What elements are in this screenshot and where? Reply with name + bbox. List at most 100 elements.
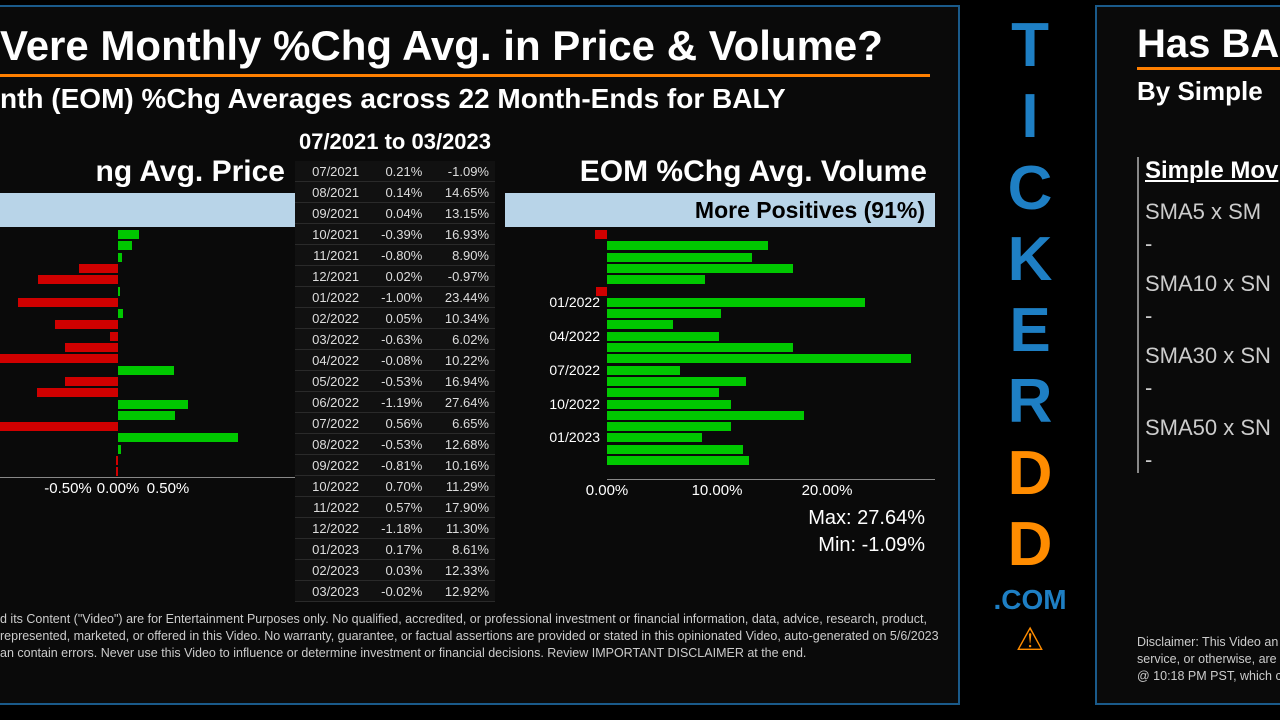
volume-bar — [607, 309, 721, 318]
volume-ylabel: 07/2022 — [549, 362, 600, 378]
table-cell: 07/2022 — [295, 413, 365, 434]
table-row: 01/2022-1.00%23.44% — [295, 287, 495, 308]
table-row: 07/20220.56%6.65% — [295, 413, 495, 434]
logo-letter: C — [975, 153, 1085, 224]
price-bar-row — [0, 342, 295, 353]
table-cell: 10/2022 — [295, 476, 365, 497]
volume-ylabel: 01/2022 — [549, 294, 600, 310]
price-bar — [118, 366, 174, 375]
table-cell: -1.00% — [365, 287, 428, 308]
table-range: 07/2021 to 03/2023 — [295, 125, 495, 161]
logo-letter: I — [975, 81, 1085, 152]
sma-row: SMA10 x SN — [1145, 257, 1280, 297]
table-cell: -0.39% — [365, 224, 428, 245]
table-row: 12/2022-1.18%11.30% — [295, 518, 495, 539]
price-bar — [118, 445, 121, 454]
price-bar — [79, 264, 118, 273]
table-row: 08/2022-0.53%12.68% — [295, 434, 495, 455]
table-cell: 04/2022 — [295, 350, 365, 371]
table-cell: 10.22% — [428, 350, 495, 371]
price-bar — [38, 275, 118, 284]
volume-ylabel: 04/2022 — [549, 328, 600, 344]
table-cell: 07/2021 — [295, 161, 365, 182]
price-bar — [110, 332, 118, 341]
price-chart-title: ng Avg. Price — [0, 155, 295, 189]
stat-max: Max: 27.64% — [505, 505, 925, 532]
table-cell: -1.19% — [365, 392, 428, 413]
volume-ylabel: 01/2023 — [549, 429, 600, 445]
logo-letter: D — [975, 509, 1085, 580]
table-row: 11/2021-0.80%8.90% — [295, 245, 495, 266]
price-bar-row — [0, 274, 295, 285]
sma-dash: - — [1145, 441, 1280, 473]
price-bar-row — [0, 297, 295, 308]
table-cell: 11.29% — [428, 476, 495, 497]
table-cell: -0.53% — [365, 371, 428, 392]
table-cell: 08/2021 — [295, 182, 365, 203]
price-bar — [65, 343, 118, 352]
logo-suffix: .COM — [975, 584, 1085, 616]
price-bar — [118, 287, 120, 296]
volume-xtick: 0.00% — [586, 482, 629, 499]
sma-row: SMA5 x SM — [1145, 185, 1280, 225]
table-cell: -1.09% — [428, 161, 495, 182]
sma-section-title: Simple Mov — [1145, 157, 1280, 185]
table-row: 08/20210.14%14.65% — [295, 182, 495, 203]
price-bar-row — [0, 444, 295, 455]
table-row: 04/2022-0.08%10.22% — [295, 350, 495, 371]
table-cell: 8.90% — [428, 245, 495, 266]
table-cell: 10.16% — [428, 455, 495, 476]
table-cell: 02/2022 — [295, 308, 365, 329]
right-disclaimer-line: @ 10:18 PM PST, which c — [1137, 668, 1280, 685]
table-row: 03/2023-0.02%12.92% — [295, 581, 495, 602]
volume-chart-bars: 01/202204/202207/202210/202201/2023 — [505, 229, 935, 479]
price-xtick: -0.50% — [44, 480, 92, 497]
volume-chart-title: EOM %Chg Avg. Volume — [505, 155, 935, 189]
price-bar — [37, 388, 118, 397]
table-row: 10/2021-0.39%16.93% — [295, 224, 495, 245]
price-chart-band — [0, 193, 295, 227]
table-cell: -0.97% — [428, 266, 495, 287]
table-cell: -0.80% — [365, 245, 428, 266]
price-bar-row — [0, 410, 295, 421]
table-cell: 12/2022 — [295, 518, 365, 539]
sma-dash: - — [1145, 297, 1280, 329]
stat-min: Min: -1.09% — [505, 532, 925, 559]
sma-row: SMA50 x SN — [1145, 401, 1280, 441]
table-row: 09/2022-0.81%10.16% — [295, 455, 495, 476]
price-bar — [65, 377, 118, 386]
table-cell: 6.65% — [428, 413, 495, 434]
right-subtitle: By Simple — [1097, 70, 1280, 107]
table-cell: 0.03% — [365, 560, 428, 581]
disclaimer-line: d its Content ("Video") are for Entertai… — [0, 611, 950, 628]
table-cell: 10.34% — [428, 308, 495, 329]
logo-letter: T — [975, 10, 1085, 81]
table-row: 10/20220.70%11.29% — [295, 476, 495, 497]
table-cell: 03/2023 — [295, 581, 365, 602]
price-bar — [55, 320, 118, 329]
price-bar — [118, 309, 123, 318]
table-cell: 11/2022 — [295, 497, 365, 518]
main-panel: Vere Monthly %Chg Avg. in Price & Volume… — [0, 5, 960, 705]
table-cell: 17.90% — [428, 497, 495, 518]
sma-section: Simple Mov SMA5 x SM-SMA10 x SN-SMA30 x … — [1137, 157, 1280, 473]
warning-icon: ⚠ — [975, 620, 1085, 658]
volume-xtick: 10.00% — [692, 482, 743, 499]
table-cell: 23.44% — [428, 287, 495, 308]
right-disclaimer-line: Disclaimer: This Video an — [1137, 634, 1280, 651]
volume-bar — [607, 422, 731, 431]
table-cell: 01/2022 — [295, 287, 365, 308]
price-bar — [118, 400, 188, 409]
price-bar-row — [0, 466, 295, 477]
table-cell: 13.15% — [428, 203, 495, 224]
volume-bar — [607, 320, 673, 329]
subtitle: nth (EOM) %Chg Averages across 22 Month-… — [0, 77, 958, 125]
main-title: Vere Monthly %Chg Avg. in Price & Volume… — [0, 7, 958, 74]
price-bar-row — [0, 308, 295, 319]
table-cell: 0.05% — [365, 308, 428, 329]
price-bar-row — [0, 286, 295, 297]
table-cell: 09/2022 — [295, 455, 365, 476]
volume-bar — [607, 253, 752, 262]
table-row: 03/2022-0.63%6.02% — [295, 329, 495, 350]
table-cell: 0.02% — [365, 266, 428, 287]
